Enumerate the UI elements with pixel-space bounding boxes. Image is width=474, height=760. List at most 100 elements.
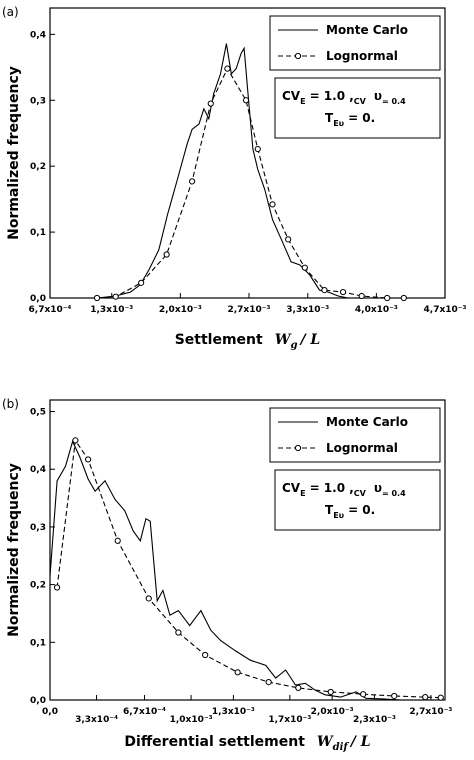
y-tick-label: 0,0	[30, 294, 46, 304]
x-tick-label: 3,3x10⁻³	[286, 305, 329, 315]
y-tick-label: 0,1	[30, 228, 46, 238]
annotation-box	[274, 469, 441, 531]
y-axis-label: Normalized frequency	[6, 66, 22, 240]
legend-marker	[294, 444, 302, 452]
annotation-text: CV	[282, 481, 301, 495]
series-marker	[93, 294, 101, 302]
series-marker	[265, 679, 272, 686]
annotation-subscript: Eυ	[333, 511, 344, 520]
annotation-text: υ	[374, 89, 382, 103]
series-marker	[112, 293, 119, 300]
x-tick-label: 2,7x10⁻³	[409, 707, 452, 717]
y-tick-label: 0,2	[30, 581, 46, 591]
legend-label: Monte Carlo	[326, 415, 408, 429]
legend-label: Lognormal	[326, 49, 398, 63]
x-tick-label: 2,7x10⁻³	[227, 305, 270, 315]
series-marker	[254, 145, 261, 153]
series-marker	[269, 201, 276, 208]
annotation-text: = 1.0 ,	[310, 481, 354, 495]
x-tick-label: 4,0x10⁻³	[355, 305, 398, 315]
plot-frame	[49, 399, 446, 701]
legend-marker	[294, 52, 302, 60]
series-marker	[360, 691, 367, 698]
series-marker	[391, 692, 398, 700]
annotation-line: TEυ = 0.	[325, 111, 375, 128]
series-marker	[301, 264, 308, 271]
x-axis-label: Differential settlement Wdif / L	[124, 734, 370, 753]
annotation-text: = 1.0 ,	[310, 89, 354, 103]
series-marker	[234, 669, 241, 676]
annotation-subscript: Eυ	[333, 119, 344, 128]
series-marker	[327, 688, 334, 696]
x-label-subscript: g	[290, 340, 297, 351]
x-tick-label: 2,0x10⁻³	[311, 707, 354, 717]
y-axis-label: Normalized frequency	[6, 463, 22, 637]
x-tick-label: 1,3x10⁻³	[212, 707, 255, 717]
annotation-text: T	[325, 503, 334, 517]
series-marker	[207, 100, 214, 107]
annotation-line: CVE = 1.0 ,CV υ= 0.4	[282, 481, 406, 498]
plot-frame	[49, 7, 446, 299]
series-marker	[422, 694, 429, 701]
series-marker	[358, 292, 365, 300]
x-label-subscript: dif	[333, 742, 350, 753]
y-tick-label: 0,1	[30, 638, 46, 648]
y-tick-label: 0,3	[30, 96, 46, 106]
x-label-text: Differential settlement	[124, 734, 305, 750]
annotation-subscript: = 0.4	[382, 489, 406, 498]
x-tick-label: 2,0x10⁻³	[159, 305, 202, 315]
panel-label: (a)	[2, 5, 19, 19]
x-label-suffix: / L	[298, 332, 320, 348]
series-marker	[285, 236, 292, 243]
y-tick-label: 0,4	[30, 30, 46, 40]
annotation-line: CVE = 1.0 ,CV υ= 0.4	[282, 89, 406, 106]
series-marker	[145, 595, 152, 602]
series-marker	[53, 584, 61, 591]
x-label-symbol: W	[317, 734, 334, 750]
x-tick-label: 3,3x10⁻⁴	[75, 715, 118, 725]
annotation-text: T	[325, 111, 334, 125]
x-tick-label: 0,0	[42, 707, 58, 717]
series-marker	[84, 456, 92, 463]
annotation-subscript: CV	[354, 97, 367, 106]
x-label-text: Settlement	[175, 332, 263, 348]
x-tick-label: 6,7x10⁻⁴	[29, 305, 72, 315]
x-tick-label: 1,0x10⁻³	[170, 715, 213, 725]
series-marker	[114, 537, 121, 544]
x-tick-label: 6,7x10⁻⁴	[123, 707, 166, 717]
annotation-text: υ	[374, 481, 382, 495]
annotation-subscript: = 0.4	[382, 97, 406, 106]
y-tick-label: 0,3	[30, 523, 46, 533]
x-label-symbol: W	[275, 332, 292, 348]
series-marker	[295, 684, 302, 691]
x-label-suffix: / L	[349, 734, 371, 750]
legend-label: Monte Carlo	[326, 23, 408, 37]
series-marker	[224, 65, 231, 72]
series-marker	[242, 97, 250, 104]
y-tick-label: 0,2	[30, 162, 46, 172]
annotation-subscript: CV	[354, 489, 367, 498]
x-tick-label: 1,7x10⁻³	[268, 715, 311, 725]
series-marker	[384, 294, 391, 302]
series-marker	[321, 286, 328, 294]
series-line	[49, 439, 402, 701]
legend-label: Lognormal	[326, 441, 398, 455]
series-marker	[189, 178, 196, 185]
series-marker	[138, 279, 145, 286]
legend-box	[269, 407, 441, 463]
series-marker	[72, 437, 79, 444]
annotation-line: TEυ = 0.	[325, 503, 375, 520]
x-tick-label: 2,3x10⁻³	[353, 715, 396, 725]
annotation-text: = 0.	[348, 111, 375, 125]
x-tick-label: 4,7x10⁻³	[424, 305, 467, 315]
series-marker	[175, 629, 182, 636]
series-marker	[400, 294, 407, 302]
series-marker	[437, 694, 444, 701]
x-tick-label: 1,3x10⁻³	[90, 305, 133, 315]
x-axis-label: Settlement Wg / L	[175, 332, 321, 351]
annotation-subscript: E	[300, 97, 305, 106]
annotation-text: = 0.	[348, 503, 375, 517]
series-marker	[202, 651, 209, 659]
